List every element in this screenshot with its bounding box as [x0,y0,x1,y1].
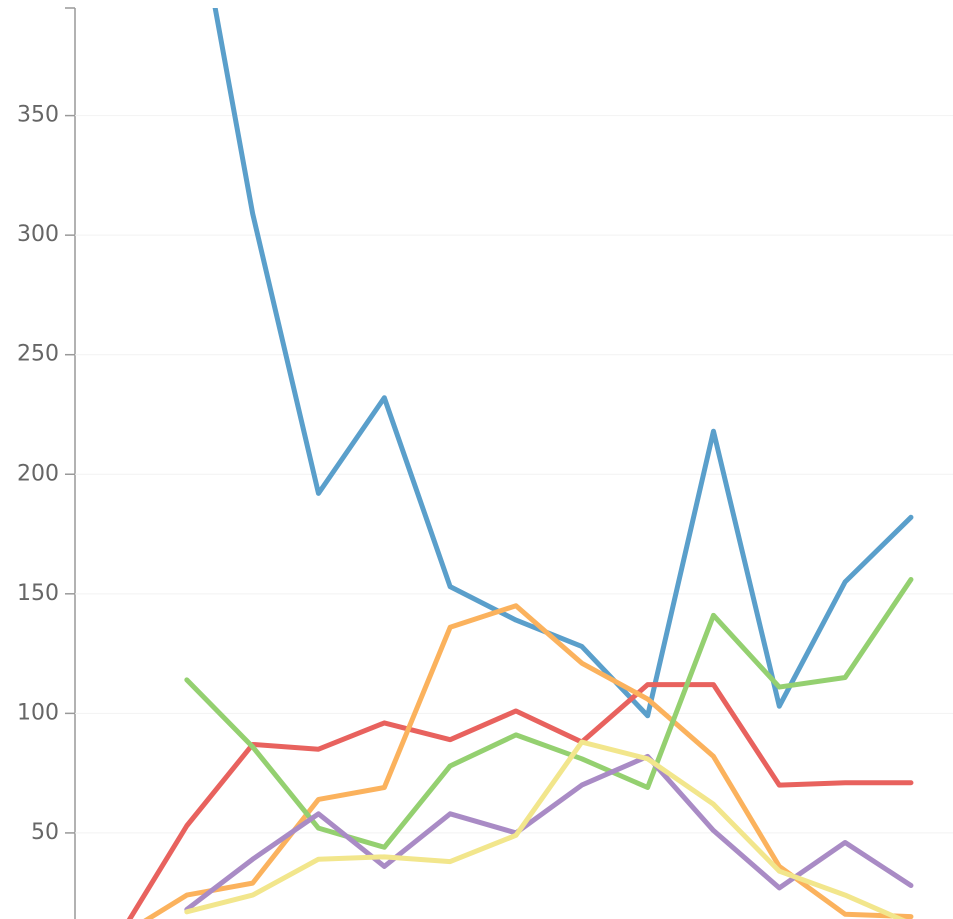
series-line [184,753,914,912]
grid: 50 100 150 200 250 300 350 [17,103,953,845]
series-line [184,576,914,850]
series-line [143,603,914,919]
y-tick-label: 150 [17,581,59,606]
lines [126,8,914,919]
y-tick-label: 100 [17,700,59,725]
series-line [184,739,907,919]
y-tick-label: 250 [17,342,59,367]
y-tick-label: 300 [17,222,59,247]
y-tick-label: 50 [31,820,59,845]
y-tick-label: 350 [17,103,59,128]
series-line [212,8,914,719]
y-tick-label: 200 [17,461,59,486]
